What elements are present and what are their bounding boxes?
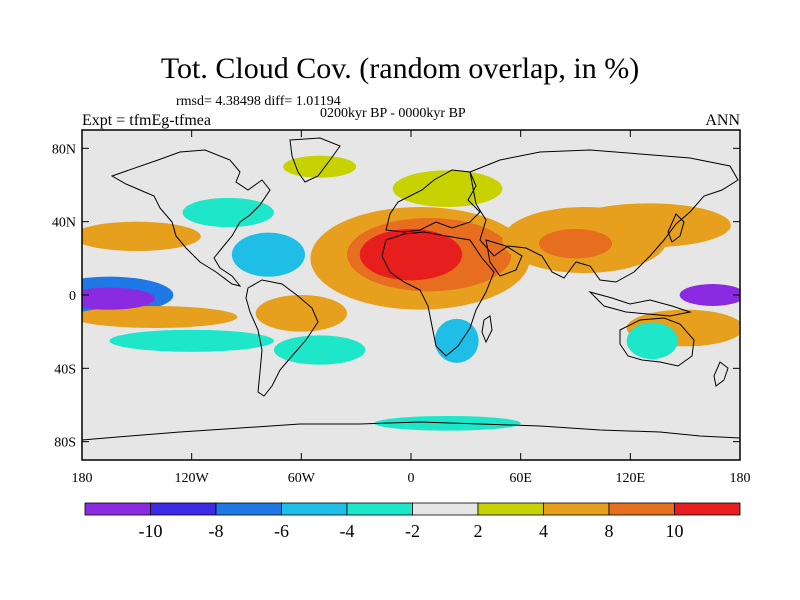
colorbar-swatch — [346, 502, 413, 516]
coast-arabia — [485, 239, 523, 277]
lon-tick-label: 60E — [509, 471, 532, 486]
colorbar-label: -2 — [405, 521, 420, 541]
colorbar-swatch — [412, 502, 479, 516]
colorbar-swatch — [150, 502, 217, 516]
anomaly-region — [538, 229, 613, 259]
coast-europe — [385, 169, 481, 233]
colorbar-label: 8 — [605, 521, 614, 541]
lat-tick-label: 40S — [54, 362, 76, 377]
lon-tick-label: 180 — [72, 471, 93, 486]
lat-tick-label: 40N — [52, 216, 76, 231]
anomaly-region — [283, 155, 357, 178]
anomaly-region — [82, 287, 156, 310]
anomaly-region — [626, 322, 678, 360]
colorbar-swatch — [84, 502, 151, 516]
coast-greenland — [289, 137, 341, 183]
colorbar-swatch — [674, 502, 741, 516]
longitude-ticks: 180 120W 60W 0 60E 120E 180 — [72, 130, 751, 486]
coast-new-zealand — [713, 361, 729, 387]
period-subtitle: 0200kyr BP - 0000kyr BP — [320, 106, 466, 121]
season-label: ANN — [705, 112, 740, 129]
coastlines — [82, 137, 740, 441]
colorbar-label: -8 — [209, 521, 224, 541]
colorbar-swatch — [281, 502, 348, 516]
latitude-ticks: 80N 40N 0 40S 80S — [52, 142, 740, 451]
anomaly-region — [566, 203, 731, 248]
colorbar-swatch — [608, 502, 675, 516]
colorbar-label: 4 — [539, 521, 548, 541]
anomaly-region — [182, 197, 274, 228]
stats-label: rmsd= 4.38498 diff= 1.01194 — [176, 94, 341, 109]
anomaly-region — [109, 329, 274, 352]
anomaly-region — [392, 170, 503, 208]
coast-australia — [619, 317, 695, 367]
coast-asia — [469, 149, 739, 283]
colorbar-label: 10 — [666, 521, 684, 541]
lon-tick-label: 120W — [175, 471, 210, 486]
anomaly-region — [273, 335, 366, 365]
anomaly-region — [434, 318, 479, 363]
colorbar-swatch — [477, 502, 544, 516]
lat-tick-label: 0 — [69, 289, 76, 304]
colorbar-swatch — [215, 502, 282, 516]
lon-tick-label: 180 — [730, 471, 751, 486]
map-title: Tot. Cloud Cov. (random overlap, in %) — [160, 52, 640, 85]
colorbar-label: -10 — [139, 521, 163, 541]
colorbar-label: -6 — [274, 521, 289, 541]
colorbar: -10 -8 -6 -4 -2 2 4 8 10 — [84, 502, 741, 541]
coast-indonesia — [588, 291, 692, 317]
lon-tick-label: 120E — [616, 471, 646, 486]
lat-tick-label: 80S — [54, 436, 76, 451]
anomaly-region — [231, 232, 305, 277]
anomaly-region — [82, 306, 238, 328]
lat-tick-label: 80N — [52, 142, 76, 157]
coast-africa — [381, 231, 495, 357]
anomaly-region — [679, 284, 740, 306]
colorbar-swatch — [543, 502, 610, 516]
anomaly-region — [359, 229, 463, 281]
coast-madagascar — [481, 315, 493, 344]
coast-south-america — [245, 279, 319, 397]
coast-antarctica — [82, 421, 740, 441]
colorbar-label: -4 — [340, 521, 355, 541]
coast-north-america — [110, 149, 271, 287]
anomaly-region — [255, 295, 348, 332]
lon-tick-label: 60W — [288, 471, 316, 486]
lon-tick-label: 0 — [408, 471, 415, 486]
experiment-label: Expt = tfmEg-tfmea — [82, 112, 211, 129]
map-plot-area: 80N 40N 0 40S 80S 180 120W 60W 0 60E 120E 180 — [52, 129, 751, 486]
anomaly-region — [82, 221, 201, 251]
coast-japan — [667, 213, 685, 243]
colorbar-label: 2 — [474, 521, 483, 541]
